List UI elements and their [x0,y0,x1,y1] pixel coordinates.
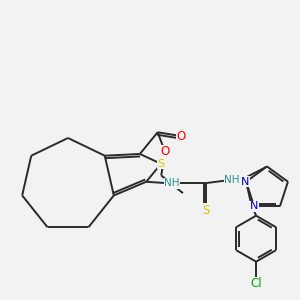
Text: N: N [250,201,258,211]
Text: NH: NH [224,176,240,185]
Text: O: O [176,130,186,142]
Text: N: N [241,177,249,187]
Text: NH: NH [164,178,180,188]
Text: O: O [160,146,170,158]
Text: S: S [202,204,210,217]
Text: S: S [158,159,164,169]
Text: Cl: Cl [250,277,262,290]
